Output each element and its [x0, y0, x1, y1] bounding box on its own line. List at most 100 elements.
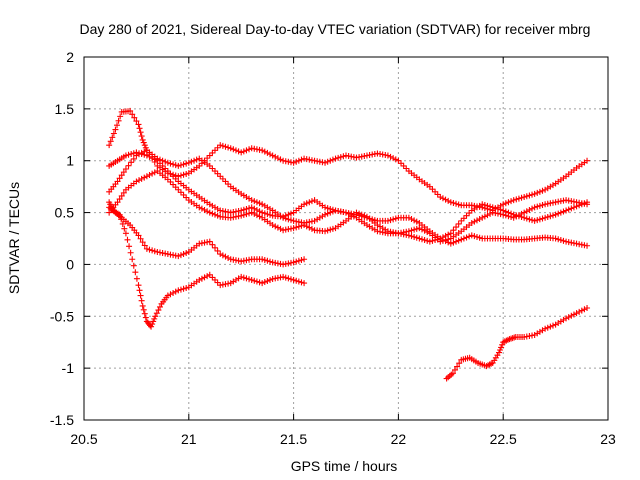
data-point — [358, 211, 365, 218]
data-point — [529, 205, 536, 212]
data-point — [455, 201, 462, 208]
data-point — [403, 165, 410, 172]
data-point — [227, 145, 234, 152]
data-point — [361, 212, 368, 219]
grid — [84, 57, 608, 420]
data-point — [497, 346, 504, 353]
data-point — [298, 279, 305, 286]
data-point — [251, 210, 258, 217]
data-point — [153, 310, 160, 317]
data-point — [135, 121, 142, 128]
data-point — [122, 166, 129, 173]
axis-ticks — [83, 56, 609, 421]
data-point — [156, 303, 163, 310]
y-tick-labels: -1.5 -1 -0.5 0 0.5 1 1.5 2 — [50, 49, 74, 428]
data-point — [130, 262, 137, 269]
data-point — [387, 217, 394, 224]
data-point — [531, 217, 538, 224]
data-point — [206, 209, 213, 216]
data-point — [142, 314, 149, 321]
data-point — [306, 199, 313, 206]
data-point — [581, 306, 588, 313]
data-point — [212, 244, 218, 251]
data-point — [167, 178, 174, 185]
data-point — [188, 158, 195, 165]
data-point — [298, 257, 305, 264]
data-point — [137, 292, 144, 299]
data-point — [552, 211, 559, 218]
data-point — [164, 159, 171, 166]
series-track-6 — [106, 199, 308, 330]
data-point — [120, 169, 127, 176]
data-point — [487, 203, 494, 210]
data-point — [164, 168, 171, 175]
data-point — [468, 219, 475, 226]
data-point — [177, 286, 184, 293]
data-point — [324, 158, 331, 165]
data-point — [212, 147, 218, 154]
data-point — [150, 318, 157, 325]
data-point — [259, 147, 266, 154]
data-point — [570, 311, 577, 318]
data-point — [204, 273, 211, 280]
data-point — [256, 208, 263, 215]
data-point — [534, 203, 541, 210]
data-point — [408, 227, 415, 234]
data-point — [280, 214, 287, 221]
data-point — [251, 198, 258, 205]
data-point — [563, 315, 570, 322]
x-axis-label: GPS time / hours — [291, 458, 398, 474]
data-point — [246, 146, 253, 153]
data-point — [143, 245, 150, 252]
data-point — [521, 194, 528, 201]
data-point — [324, 210, 331, 217]
data-point — [484, 202, 491, 209]
data-point — [510, 197, 517, 204]
data-point — [301, 256, 308, 263]
data-point — [453, 200, 460, 207]
data-point — [151, 248, 158, 255]
data-point — [508, 213, 515, 220]
data-point — [261, 279, 268, 286]
data-point — [116, 175, 123, 182]
data-point — [243, 205, 250, 212]
data-point — [542, 214, 549, 221]
data-point — [384, 152, 391, 159]
data-point — [206, 238, 213, 245]
data-point — [136, 177, 143, 184]
data-point — [454, 363, 461, 370]
data-point — [124, 236, 131, 243]
data-point — [332, 155, 339, 162]
data-point — [356, 210, 363, 217]
data-point — [259, 280, 266, 287]
data-point — [460, 235, 467, 242]
data-point — [256, 279, 263, 286]
data-point — [282, 274, 289, 281]
data-point — [206, 271, 213, 278]
data-point — [138, 149, 145, 156]
data-point — [534, 189, 541, 196]
data-point — [293, 277, 300, 284]
data-point — [353, 209, 360, 216]
data-point — [413, 225, 420, 232]
data-point — [180, 285, 187, 292]
data-point — [481, 202, 488, 209]
data-point — [557, 209, 564, 216]
data-point — [217, 142, 224, 149]
data-point — [455, 237, 462, 244]
data-point — [264, 149, 271, 156]
data-point — [127, 107, 134, 114]
data-point — [298, 156, 305, 163]
data-point — [240, 148, 247, 155]
data-point — [578, 307, 585, 314]
data-point — [327, 226, 334, 233]
data-point — [293, 158, 300, 165]
data-point — [248, 197, 255, 204]
data-point — [219, 252, 226, 259]
data-point — [521, 209, 528, 216]
data-point — [140, 306, 147, 313]
data-point — [451, 366, 458, 373]
data-point — [536, 188, 543, 195]
data-point — [445, 236, 452, 243]
data-point — [201, 206, 208, 213]
